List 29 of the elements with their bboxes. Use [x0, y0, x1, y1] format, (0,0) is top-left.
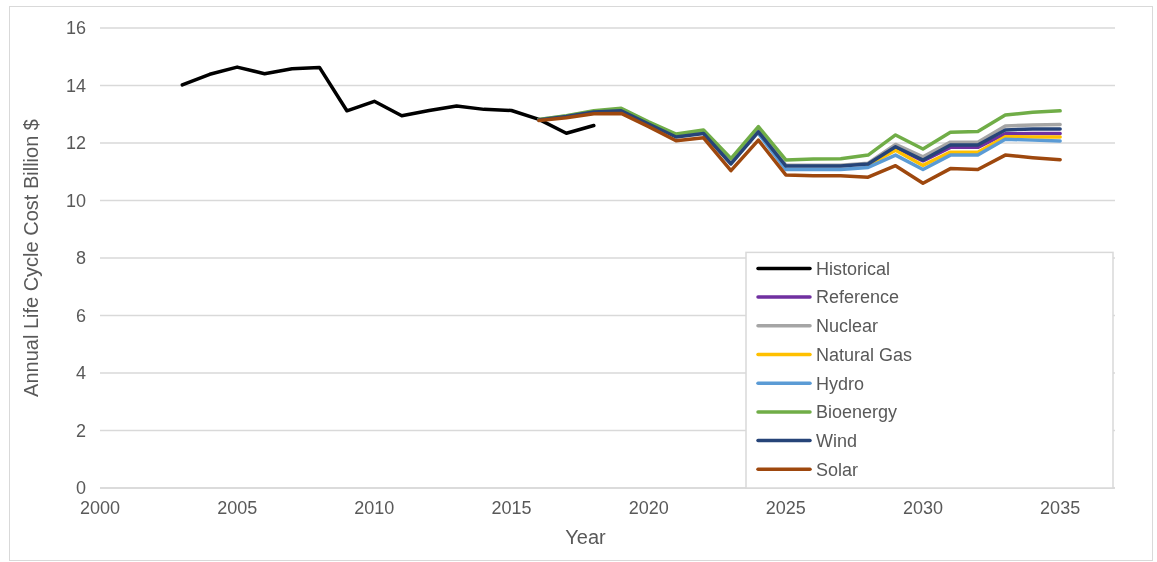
legend-label: Hydro	[816, 373, 865, 394]
x-tick-label: 2035	[1040, 498, 1081, 518]
x-tick-label: 2010	[354, 498, 395, 518]
line-series	[537, 111, 1062, 185]
y-tick-label: 12	[65, 133, 86, 154]
y-tick-label: 14	[65, 75, 86, 96]
legend-label: Solar	[816, 459, 859, 480]
x-tick-label: 2000	[79, 498, 121, 518]
x-tick-label: 2020	[628, 498, 669, 518]
x-tick-label: 2005	[217, 498, 258, 518]
y-tick-label: 6	[75, 305, 86, 326]
legend-label: Historical	[816, 258, 891, 279]
x-tick-label: 2015	[491, 498, 532, 518]
legend-label: Nuclear	[816, 316, 879, 337]
y-tick-label: 10	[65, 190, 86, 211]
y-tick-label: 2	[75, 420, 86, 441]
x-tick-label: 2030	[902, 498, 943, 518]
y-tick-label: 4	[75, 363, 86, 384]
legend-label: Bioenergy	[816, 402, 898, 423]
y-axis-title: Annual Life Cycle Cost Billion $	[20, 119, 42, 397]
legend-label: Wind	[816, 430, 858, 451]
line-series	[180, 65, 596, 135]
y-tick-label: 8	[75, 248, 86, 269]
y-tick-label: 16	[65, 18, 86, 39]
legend-label: Reference	[816, 287, 900, 308]
x-tick-label: 2025	[765, 498, 806, 518]
x-axis-title: Year	[565, 526, 607, 548]
y-tick-label: 0	[75, 478, 86, 499]
legend-label: Natural Gas	[816, 344, 913, 365]
